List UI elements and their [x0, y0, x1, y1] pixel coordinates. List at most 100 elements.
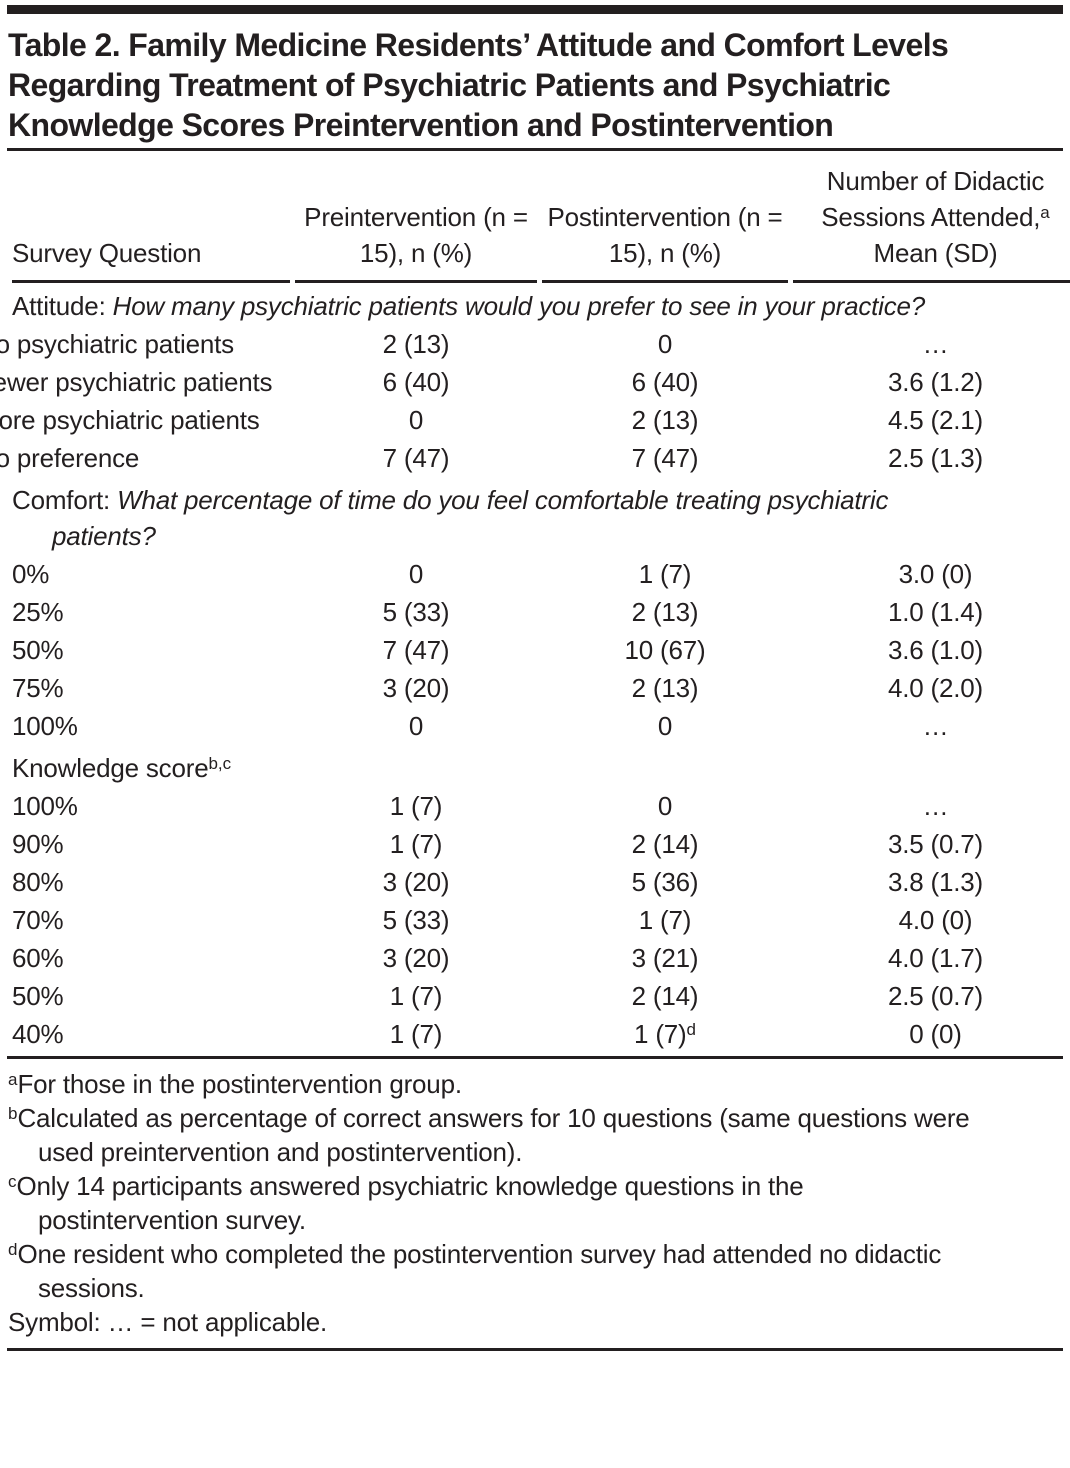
row-label: 70%: [12, 905, 64, 935]
mean-value: …: [922, 711, 949, 741]
pre-value: 1 (7): [389, 1019, 443, 1049]
row-label: 50%: [12, 635, 64, 665]
top-bar-rule: [7, 5, 1063, 14]
mean-value: 4.0 (1.7): [887, 943, 984, 973]
post-value: 2 (14): [631, 829, 699, 859]
footnote-marker: d: [8, 1240, 18, 1260]
mean-value: …: [922, 329, 949, 359]
table-row: Fewer psychiatric patients 6 (40) 6 (40)…: [0, 363, 1070, 401]
pre-value: 6 (40): [382, 367, 450, 397]
row-label: 90%: [12, 829, 64, 859]
table-title-line-3: Knowledge Scores Preintervention and Pos…: [8, 107, 834, 143]
row-label: 100%: [12, 711, 78, 741]
table-row: 75% 3 (20) 2 (13) 4.0 (2.0): [12, 669, 1070, 707]
post-value: 7 (47): [631, 443, 699, 473]
mean-value: 4.0 (2.0): [887, 673, 984, 703]
table-row: 90% 1 (7) 2 (14) 3.5 (0.7): [12, 825, 1070, 863]
pre-value: 5 (33): [382, 597, 450, 627]
mean-value: 3.5 (0.7): [887, 829, 984, 859]
section-header-attitude: Attitude: How many psychiatric patients …: [12, 291, 926, 321]
mean-value: 4.5 (2.1): [887, 405, 984, 435]
table-body: Attitude: How many psychiatric patients …: [0, 283, 1070, 1053]
table-row: No psychiatric patients 2 (13) 0 …: [0, 325, 1070, 363]
post-value: 2 (13): [631, 405, 699, 435]
header-survey-question: Survey Question: [12, 151, 290, 283]
footnote-symbol: Symbol: … = not applicable.: [8, 1307, 328, 1337]
header-postintervention: Postintervention (n = 15), n (%): [542, 151, 788, 283]
table-row: 50% 1 (7) 2 (14) 2.5 (0.7): [12, 977, 1070, 1015]
section-row-comfort: Comfort: What percentage of time do you …: [12, 477, 1070, 555]
header-footnote-marker-a: a: [1040, 203, 1050, 223]
table-bottom-rule: [7, 1056, 1063, 1059]
table-row: 70% 5 (33) 1 (7) 4.0 (0): [12, 901, 1070, 939]
row-label: 80%: [12, 867, 64, 897]
row-label: Fewer psychiatric patients: [0, 367, 273, 397]
post-value: 0: [657, 791, 673, 821]
table-row: 0% 0 1 (7) 3.0 (0): [12, 555, 1070, 593]
post-value: 5 (36): [631, 867, 699, 897]
footnote-marker: a: [8, 1070, 18, 1090]
mean-value: 3.8 (1.3): [887, 867, 984, 897]
row-label: 0%: [12, 559, 50, 589]
pre-value: 1 (7): [389, 829, 443, 859]
row-label: No preference: [0, 443, 140, 473]
footnote-marker-d: d: [686, 1020, 696, 1040]
row-label: 50%: [12, 981, 64, 1011]
pre-value: 0: [408, 559, 424, 589]
knowledge-footnote-marker-bc: b,c: [208, 754, 232, 774]
section-row-knowledge: Knowledge scoreb,c: [12, 745, 1070, 787]
mean-value: …: [922, 791, 949, 821]
section-header-comfort: Comfort: What percentage of time do you …: [12, 485, 889, 551]
header-didactic-sessions: Number of Didactic Sessions Attended,a M…: [793, 151, 1070, 283]
header-row: Survey Question Preintervention (n = 15)…: [12, 151, 1070, 283]
table-row: 100% 1 (7) 0 …: [12, 787, 1070, 825]
table-row: No preference 7 (47) 7 (47) 2.5 (1.3): [0, 439, 1070, 477]
row-label: 75%: [12, 673, 64, 703]
row-label: 100%: [12, 791, 78, 821]
footnote-marker: b: [8, 1104, 18, 1124]
pre-value: 7 (47): [382, 443, 450, 473]
table-row: More psychiatric patients 0 2 (13) 4.5 (…: [0, 401, 1070, 439]
post-value: 2 (14): [631, 981, 699, 1011]
data-table: Survey Question Preintervention (n = 15)…: [0, 151, 1070, 1053]
mean-value: 1.0 (1.4): [887, 597, 984, 627]
footnote-b: bCalculated as percentage of correct ans…: [8, 1103, 970, 1167]
header-preintervention: Preintervention (n = 15), n (%): [295, 151, 537, 283]
pre-value: 1 (7): [389, 791, 443, 821]
row-label: More psychiatric patients: [0, 405, 260, 435]
row-label: No psychiatric patients: [0, 329, 234, 359]
mean-value: 0 (0): [909, 1019, 962, 1049]
page-bottom-rule: [7, 1348, 1063, 1351]
post-value: 0: [657, 329, 673, 359]
pre-value: 3 (20): [382, 943, 450, 973]
mean-value: 2.5 (1.3): [887, 443, 984, 473]
table-header: Survey Question Preintervention (n = 15)…: [12, 151, 1070, 283]
table-title-line-1: Table 2. Family Medicine Residents’ Atti…: [8, 27, 949, 63]
comfort-question: What percentage of time do you feel comf…: [52, 485, 889, 551]
post-value: 1 (7)d: [634, 1019, 696, 1049]
mean-value: 3.6 (1.2): [887, 367, 984, 397]
pre-value: 3 (20): [382, 867, 450, 897]
table-row: 60% 3 (20) 3 (21) 4.0 (1.7): [12, 939, 1070, 977]
mean-value: 3.0 (0): [898, 559, 973, 589]
mean-value: 4.0 (0): [898, 905, 973, 935]
footnote-marker: c: [8, 1172, 17, 1192]
post-value: 10 (67): [624, 635, 706, 665]
post-value: 1 (7): [638, 905, 692, 935]
table-title: Table 2. Family Medicine Residents’ Atti…: [8, 25, 1063, 145]
mean-value: 2.5 (0.7): [887, 981, 984, 1011]
mean-value: 3.6 (1.0): [887, 635, 984, 665]
post-value: 1 (7): [638, 559, 692, 589]
pre-value: 0: [408, 405, 424, 435]
pre-value: 1 (7): [389, 981, 443, 1011]
pre-value: 5 (33): [382, 905, 450, 935]
pre-value: 2 (13): [382, 329, 450, 359]
pre-value: 0: [408, 711, 424, 741]
footnote-c: cOnly 14 participants answered psychiatr…: [8, 1171, 804, 1235]
table-row: 100% 0 0 …: [12, 707, 1070, 745]
post-value: 6 (40): [631, 367, 699, 397]
table-row: 80% 3 (20) 5 (36) 3.8 (1.3): [12, 863, 1070, 901]
section-row-attitude: Attitude: How many psychiatric patients …: [12, 283, 1070, 325]
post-value: 2 (13): [631, 673, 699, 703]
